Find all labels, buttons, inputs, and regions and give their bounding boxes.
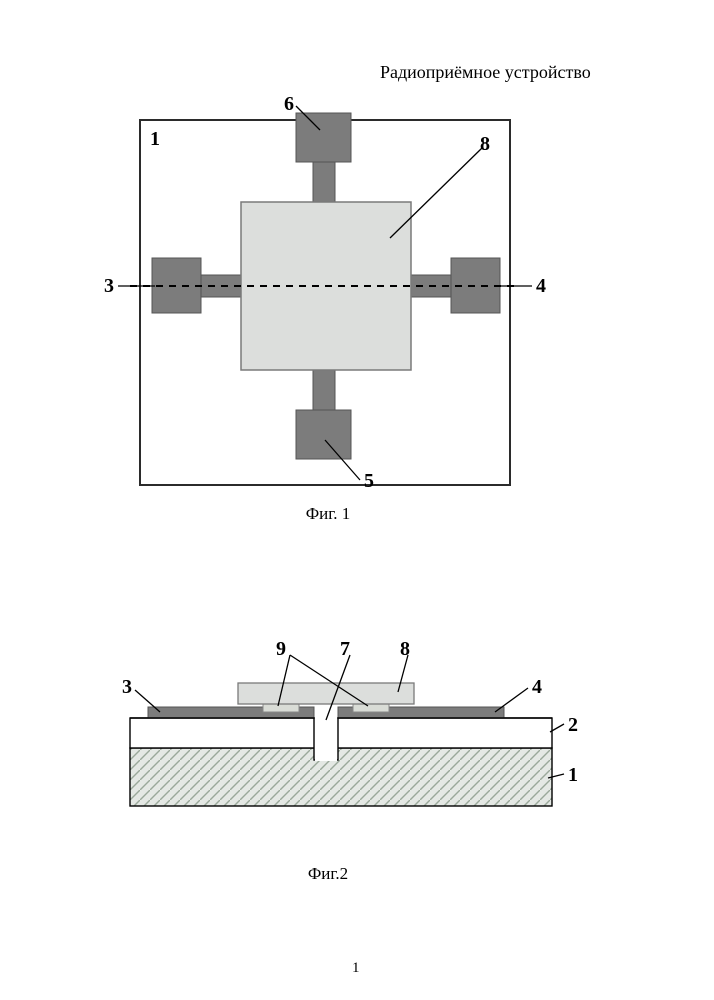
label-3-fig1: 3 [104, 275, 114, 298]
label-5-fig1: 5 [364, 470, 374, 493]
pad-left [263, 704, 299, 712]
dielectric-layer [130, 718, 552, 748]
label-3-fig2: 3 [122, 676, 132, 699]
label-7-fig2: 7 [340, 638, 350, 661]
electrode-top-pad [296, 113, 351, 162]
electrode-top-neck [313, 162, 335, 202]
leader-s4 [495, 688, 528, 712]
leader-8 [390, 148, 482, 238]
page-number: 1 [352, 960, 360, 977]
label-9-fig2: 9 [276, 638, 286, 661]
label-1-fig2: 1 [568, 764, 578, 787]
caption-fig2: Фиг.2 [278, 864, 378, 884]
center-notch [314, 718, 338, 760]
electrode-bottom-pad [296, 410, 351, 459]
electrode-bottom-neck [313, 370, 335, 410]
label-8-fig1: 8 [480, 133, 490, 156]
pad-right [353, 704, 389, 712]
page: Радиоприёмное устройство 1 3 4 5 6 8 Фиг… [0, 0, 714, 1000]
label-1-fig1: 1 [150, 128, 160, 151]
label-8-fig2: 8 [400, 638, 410, 661]
label-6-fig1: 6 [284, 93, 294, 116]
substrate [130, 748, 552, 806]
label-4-fig1: 4 [536, 275, 546, 298]
caption-fig1: Фиг. 1 [278, 504, 378, 524]
label-2-fig2: 2 [568, 714, 578, 737]
label-4-fig2: 4 [532, 676, 542, 699]
center-bar [238, 683, 414, 704]
